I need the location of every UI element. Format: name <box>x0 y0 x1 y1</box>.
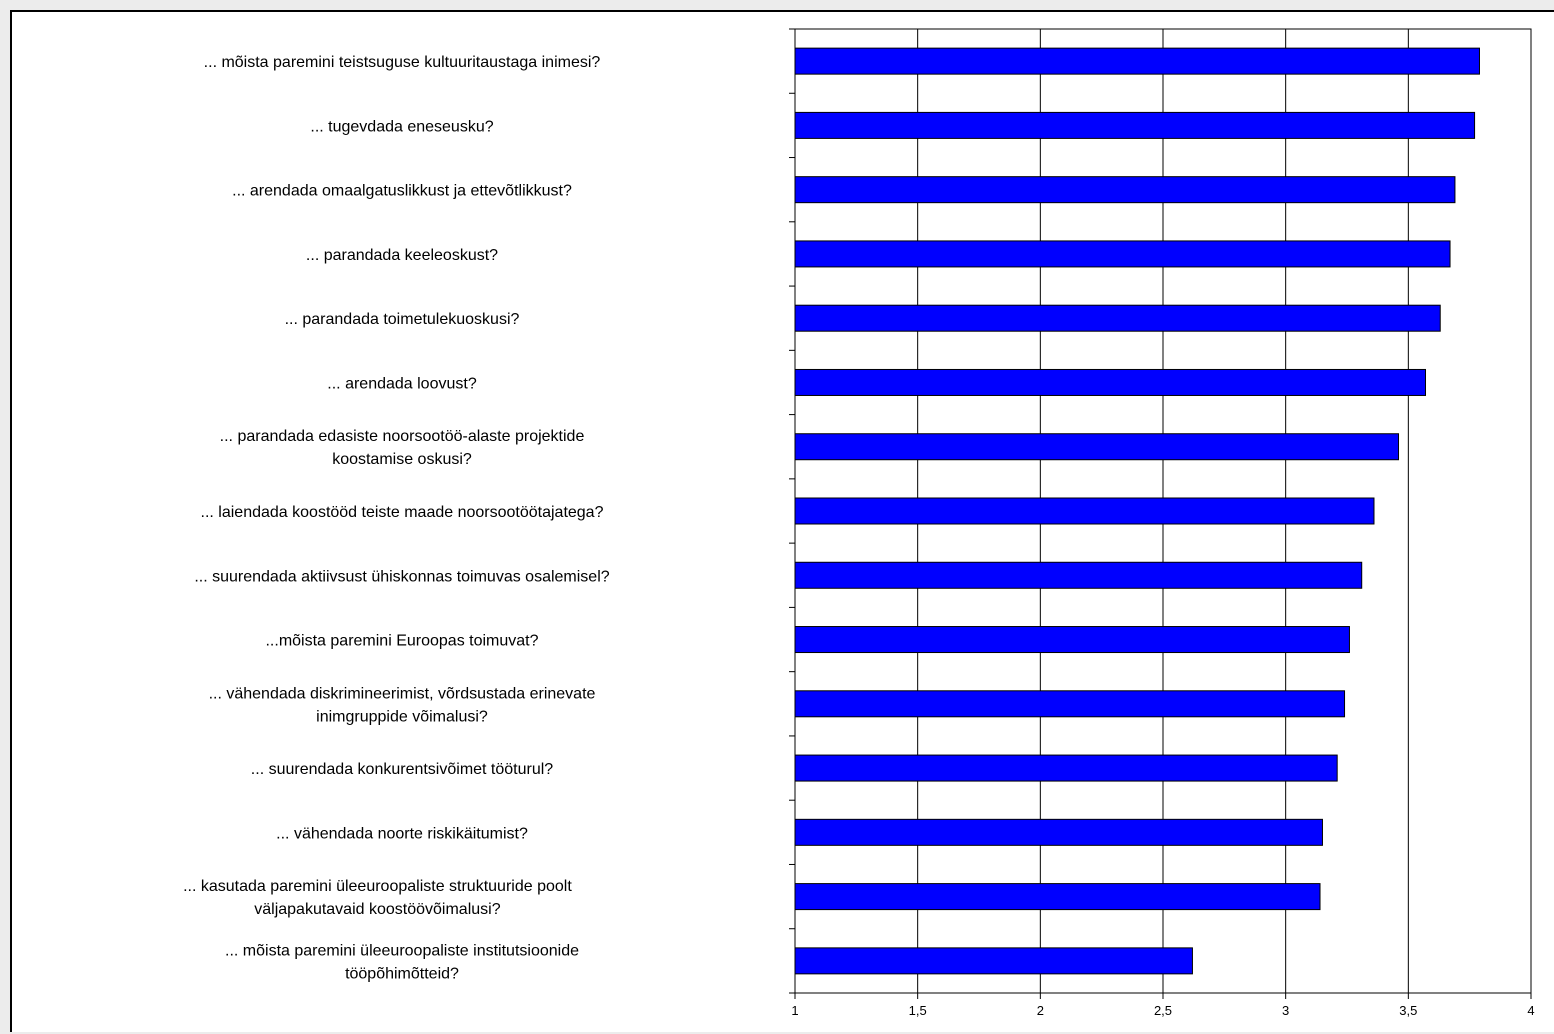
x-tick-label: 3,5 <box>1399 1003 1417 1018</box>
category-label-line: inimgruppide võimalusi? <box>316 708 488 725</box>
category-label-line: ... tugevdada eneseusku? <box>310 118 493 135</box>
bar <box>794 240 1451 268</box>
bar <box>794 690 1346 718</box>
bar-chart: 1 1,5 2 2,5 3 3,5 4 ... mõista paremini teistsu… <box>183 28 1535 1018</box>
category-label-line: ... vähendada diskrimineerimist, võrdsus… <box>209 685 596 702</box>
category-label-line: koostamise oskusi? <box>332 451 472 468</box>
category-label-line: väljapakutavaid koostöövõimalusi? <box>254 901 500 918</box>
bar <box>794 368 1427 396</box>
bar <box>794 561 1363 589</box>
category-label: ... vähendada noorte riskikäitumist? <box>276 825 528 842</box>
x-tick-label: 2,5 <box>1154 1003 1172 1018</box>
category-label: ... parandada edasiste noorsootöö-alaste… <box>220 428 585 468</box>
category-label: ... parandada toimetulekuoskusi? <box>285 311 520 328</box>
x-tick-label: 4 <box>1527 1003 1534 1018</box>
bar <box>794 883 1321 911</box>
category-label-line: ... parandada toimetulekuoskusi? <box>285 311 520 328</box>
bar <box>794 47 1480 75</box>
bar <box>794 497 1375 525</box>
category-label: ... vähendada diskrimineerimist, võrdsus… <box>209 685 596 725</box>
x-tick-label: 1,5 <box>909 1003 927 1018</box>
category-label-line: ...mõista paremini Euroopas toimuvat? <box>265 633 538 650</box>
category-label-line: ... kasutada paremini üleeuroopaliste st… <box>183 878 572 895</box>
category-label-line: ... suurendada aktiivsust ühiskonnas toi… <box>194 568 609 585</box>
category-label-line: ... mõista paremini üleeuroopaliste inst… <box>225 942 579 959</box>
bar <box>794 176 1456 204</box>
category-label: ... suurendada aktiivsust ühiskonnas toi… <box>194 568 609 585</box>
bar <box>794 754 1338 782</box>
category-label: ... mõista paremini üleeuroopaliste inst… <box>225 942 579 982</box>
category-label-line: ... parandada keeleoskust? <box>306 247 498 264</box>
bar <box>794 947 1193 975</box>
category-label-line: ... arendada omaalgatuslikkust ja ettevõ… <box>232 183 572 200</box>
bar <box>794 111 1476 139</box>
category-label-line: ... arendada loovust? <box>327 375 477 392</box>
category-label: ... kasutada paremini üleeuroopaliste st… <box>183 878 572 918</box>
category-label-line: tööpõhimõtteid? <box>345 965 459 982</box>
x-tick-label: 2 <box>1037 1003 1044 1018</box>
category-label: ... tugevdada eneseusku? <box>310 118 493 135</box>
category-label: ... mõista paremini teistsuguse kultuuri… <box>204 54 601 71</box>
category-label-line: ... mõista paremini teistsuguse kultuuri… <box>204 54 601 71</box>
bar <box>794 433 1400 461</box>
chart-frame: 1 1,5 2 2,5 3 3,5 4 ... mõista paremini teistsu… <box>10 10 1554 1032</box>
bar <box>794 626 1350 654</box>
category-label: ... arendada loovust? <box>327 375 477 392</box>
bar <box>794 304 1441 332</box>
x-tick-label: 1 <box>791 1003 798 1018</box>
category-label: ... arendada omaalgatuslikkust ja ettevõ… <box>232 183 572 200</box>
category-label: ... parandada keeleoskust? <box>306 247 498 264</box>
category-label-line: ... suurendada konkurentsivõimet tööturu… <box>251 761 554 778</box>
category-label-line: ... vähendada noorte riskikäitumist? <box>276 825 528 842</box>
category-label-line: ... laiendada koostööd teiste maade noor… <box>201 504 604 521</box>
bar <box>794 818 1323 846</box>
category-label: ...mõista paremini Euroopas toimuvat? <box>265 633 538 650</box>
category-label-line: ... parandada edasiste noorsootöö-alaste… <box>220 428 585 445</box>
category-label: ... suurendada konkurentsivõimet tööturu… <box>251 761 554 778</box>
x-tick-label: 3 <box>1282 1003 1289 1018</box>
category-label: ... laiendada koostööd teiste maade noor… <box>201 504 604 521</box>
